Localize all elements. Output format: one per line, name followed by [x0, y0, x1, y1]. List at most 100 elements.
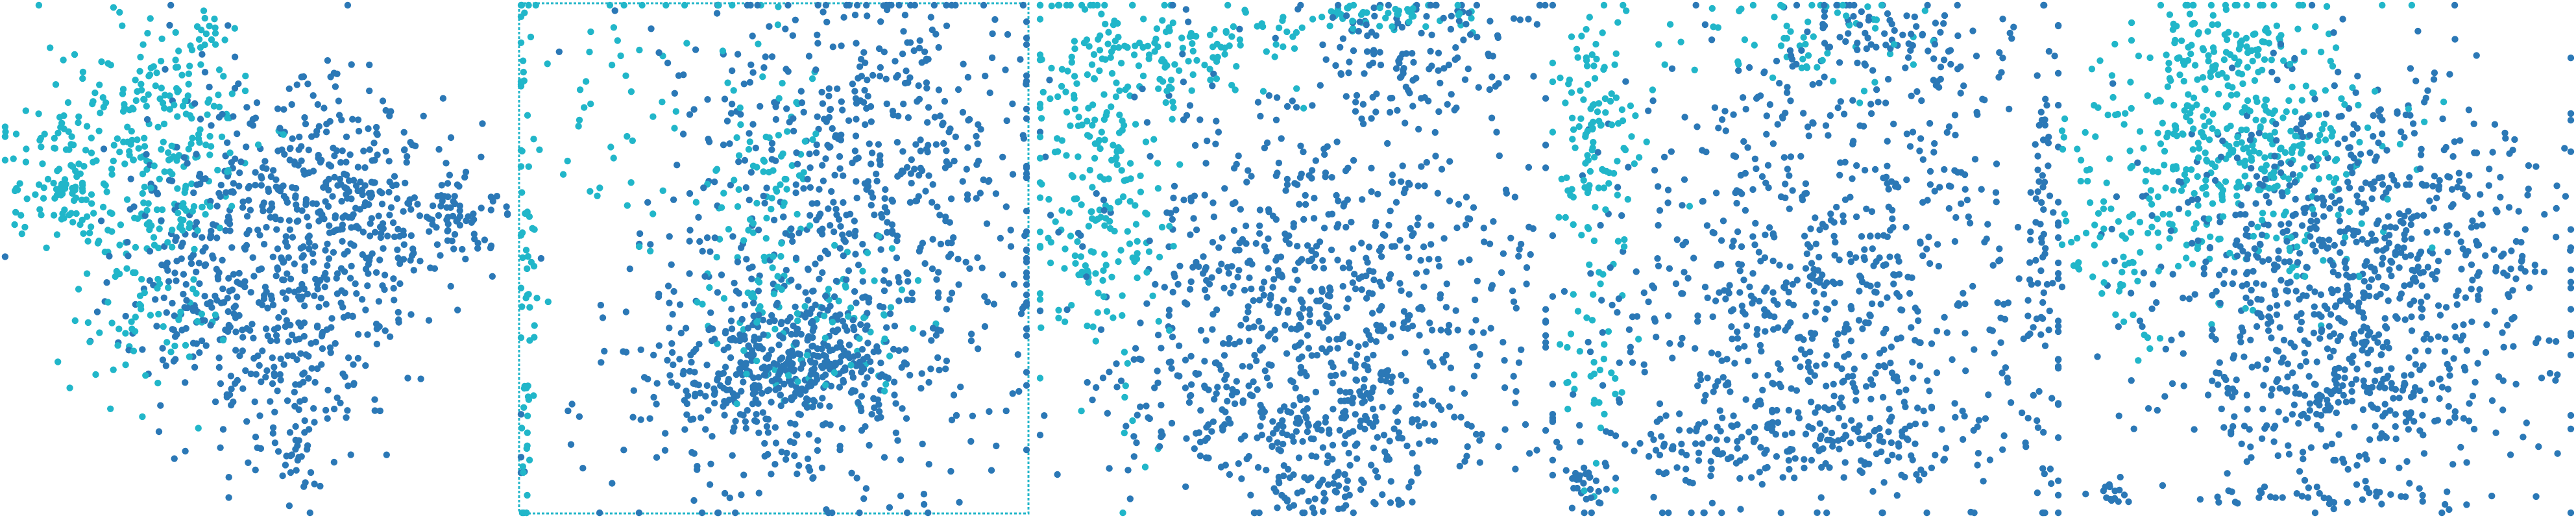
scatter-point [1097, 145, 1104, 153]
scatter-point [768, 146, 775, 153]
scatter-point [391, 173, 398, 180]
scatter-point [1387, 334, 1394, 341]
scatter-point [1058, 207, 1065, 214]
scatter-point [722, 364, 729, 371]
scatter-point [755, 278, 763, 286]
scatter-point [726, 494, 734, 502]
scatter-point [1036, 16, 1044, 23]
scatter-point [1797, 346, 1805, 353]
scatter-point [1128, 1, 1136, 9]
scatter-point [653, 454, 661, 461]
scatter-point [381, 286, 388, 293]
scatter-point [1884, 457, 1891, 465]
scatter-point [1697, 376, 1705, 384]
scatter-point [1265, 92, 1273, 99]
scatter-point [911, 1, 919, 9]
scatter-point [147, 15, 154, 22]
scatter-point [845, 267, 853, 275]
scatter-point [1914, 88, 1921, 95]
scatter-point [1354, 455, 1361, 462]
scatter-point [1364, 32, 1371, 40]
scatter-point [1311, 264, 1318, 271]
scatter-point [728, 336, 735, 343]
scatter-point [742, 425, 750, 432]
scatter-point [1094, 140, 1101, 147]
scatter-point [1100, 176, 1108, 183]
scatter-point [231, 84, 239, 92]
scatter-point [794, 317, 801, 325]
scatter-point [895, 347, 903, 354]
scatter-point [274, 324, 282, 332]
scatter-point [1447, 364, 1455, 371]
scatter-point [1658, 433, 1665, 440]
scatter-point [738, 315, 746, 323]
scatter-point [1126, 160, 1134, 167]
scatter-point [519, 463, 526, 470]
scatter-point [1334, 256, 1341, 264]
scatter-point [888, 196, 895, 204]
scatter-point [626, 265, 633, 273]
scatter-point [254, 141, 262, 149]
scatter-point [375, 298, 383, 305]
scatter-point [1306, 318, 1313, 326]
scatter-point [977, 126, 984, 133]
scatter-point [1854, 46, 1861, 54]
scatter-point [1476, 351, 1483, 358]
scatter-point [1174, 280, 1182, 288]
scatter-point [1756, 297, 1763, 305]
scatter-point [1452, 44, 1459, 51]
scatter-point [1333, 313, 1341, 320]
scatter-point [967, 337, 975, 345]
scatter-point [1694, 318, 1701, 325]
scatter-point [936, 112, 944, 119]
scatter-point [974, 345, 982, 352]
scatter-point [344, 1, 352, 9]
scatter-point [973, 132, 980, 140]
scatter-point [1101, 251, 1108, 258]
scatter-point [389, 219, 397, 227]
scatter-point [104, 299, 112, 306]
scatter-point [922, 57, 930, 64]
scatter-point [1708, 465, 1715, 473]
scatter-point [2054, 69, 2062, 77]
scatter-point [853, 362, 860, 369]
scatter-point [1330, 406, 1337, 413]
scatter-point [1751, 372, 1758, 379]
scatter-point [1975, 450, 1982, 457]
scatter-point [925, 509, 932, 517]
scatter-point [959, 178, 966, 185]
scatter-point [284, 397, 291, 404]
scatter-point [286, 85, 293, 92]
scatter-point [1426, 319, 1433, 327]
scatter-point [254, 227, 261, 234]
scatter-point [1329, 380, 1336, 387]
scatter-point [864, 178, 872, 185]
scatter-point [1460, 36, 1467, 43]
scatter-point [1517, 240, 1525, 248]
scatter-point [247, 120, 254, 127]
scatter-point [1036, 228, 1044, 236]
scatter-point [227, 188, 235, 195]
scatter-point [1448, 91, 1455, 98]
scatter-point [843, 276, 850, 284]
scatter-point [845, 230, 853, 238]
scatter-point [1280, 297, 1287, 304]
scatter-point [40, 195, 47, 202]
scatter-point [1934, 241, 1941, 248]
scatter-point [207, 197, 214, 205]
scatter-point [1433, 1, 1440, 9]
scatter-point [1549, 411, 1557, 418]
scatter-point [1051, 149, 1059, 156]
scatter-point [1400, 324, 1407, 332]
scatter-point [1908, 92, 1915, 99]
scatter-point [459, 245, 466, 253]
scatter-point [1812, 409, 1819, 416]
scatter-point [189, 339, 197, 347]
scatter-point [1746, 283, 1753, 291]
scatter-point [831, 293, 838, 301]
scatter-point [2030, 324, 2037, 331]
scatter-point [1440, 14, 1447, 22]
scatter-point [1876, 350, 1884, 357]
scatter-point [1501, 357, 1508, 364]
scatter-point [193, 268, 200, 276]
